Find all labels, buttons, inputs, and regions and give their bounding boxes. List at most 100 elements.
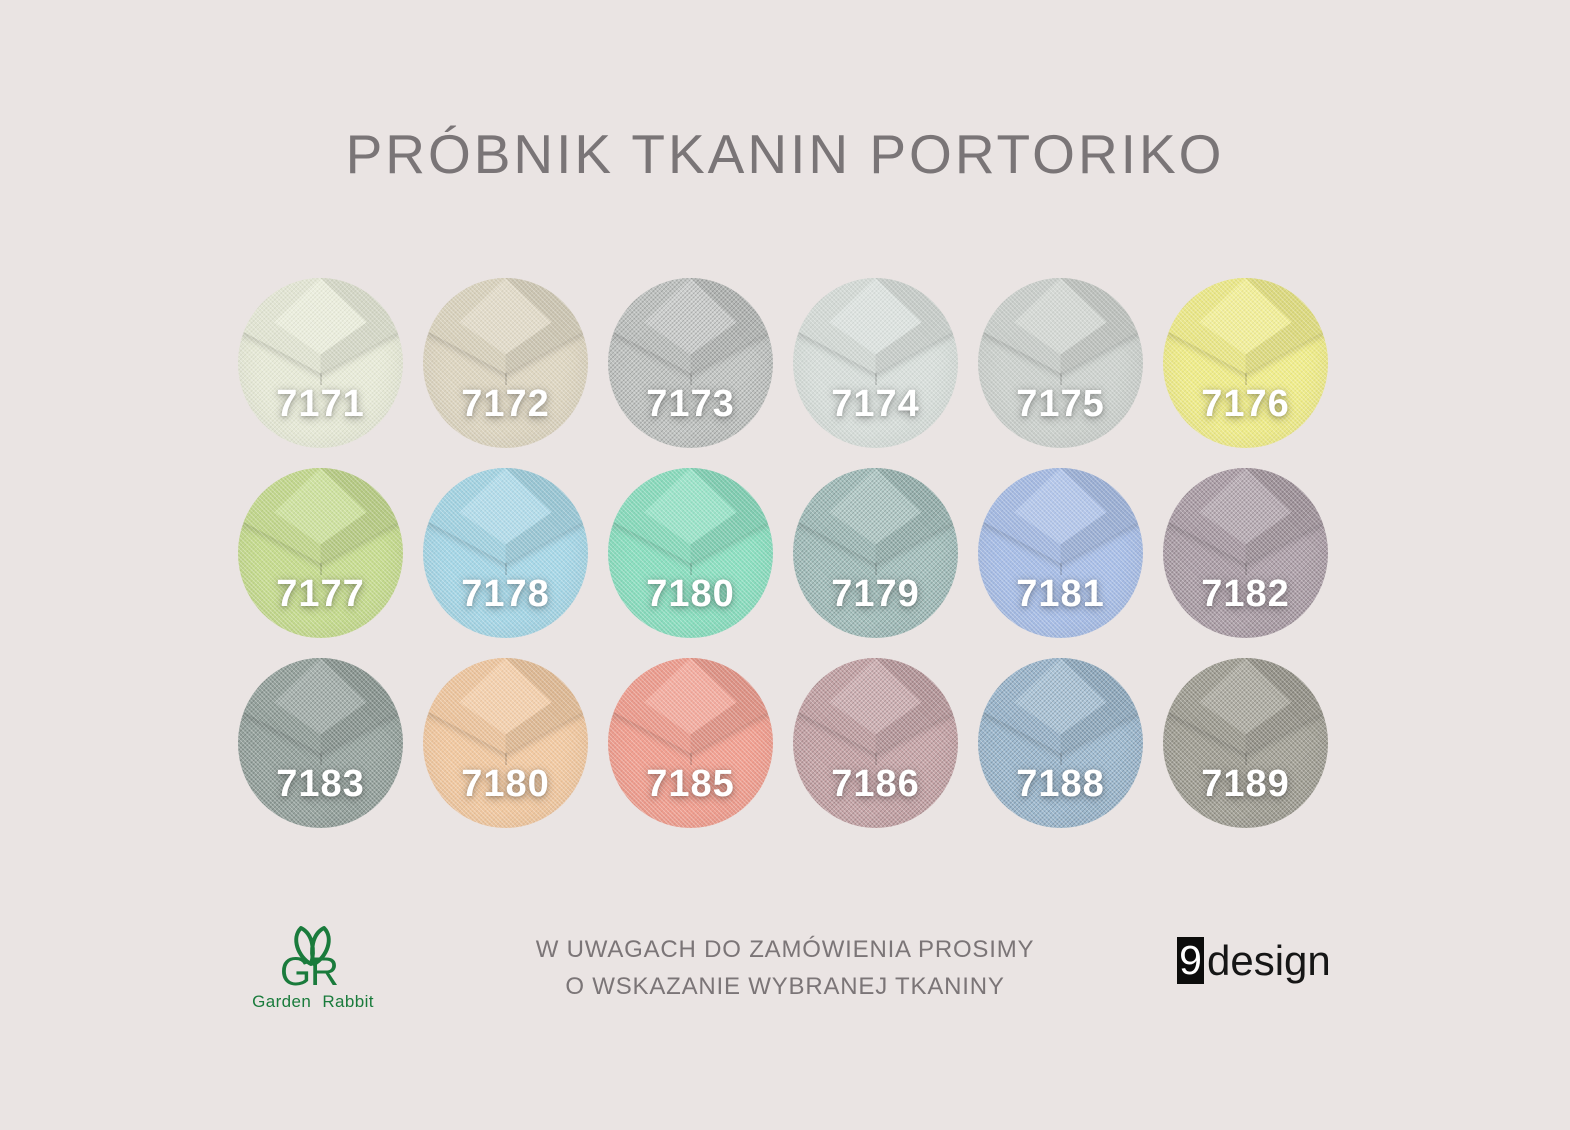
mattress-corner-graphic bbox=[608, 658, 773, 828]
fabric-photo bbox=[978, 658, 1143, 828]
fabric-weave-texture bbox=[793, 468, 958, 638]
fabric-code-label: 7177 bbox=[276, 573, 365, 615]
fabric-weave-texture bbox=[238, 278, 403, 448]
fabric-code-label: 7174 bbox=[831, 383, 920, 425]
fabric-weave-texture bbox=[978, 468, 1143, 638]
fabric-swatch: 7181 bbox=[978, 468, 1143, 638]
monogram-letter-r: R bbox=[310, 950, 339, 988]
corner-seam-line bbox=[874, 563, 877, 576]
fabric-photo bbox=[608, 468, 773, 638]
corner-seam-line bbox=[319, 563, 322, 576]
fabric-weave-texture bbox=[608, 658, 773, 828]
fabric-photo bbox=[423, 468, 588, 638]
fabric-swatch: 7173 bbox=[608, 278, 773, 448]
fabric-swatch: 7177 bbox=[238, 468, 403, 638]
mattress-corner-graphic bbox=[978, 658, 1143, 828]
mattress-corner-graphic bbox=[793, 658, 958, 828]
fabric-photo bbox=[608, 278, 773, 448]
fabric-code-label: 7182 bbox=[1201, 573, 1290, 615]
ninedesign-logo: 9 design bbox=[1177, 937, 1331, 984]
fabric-photo bbox=[793, 658, 958, 828]
fabric-photo bbox=[423, 658, 588, 828]
order-note: W UWAGACH DO ZAMÓWIENIA PROSIMY O WSKAZA… bbox=[0, 931, 1570, 1005]
mattress-corner-graphic bbox=[238, 278, 403, 448]
corner-seam-line bbox=[689, 563, 692, 576]
mattress-corner-graphic bbox=[1163, 468, 1328, 638]
page-title: PRÓBNIK TKANIN PORTORIKO bbox=[345, 123, 1225, 185]
fabric-photo bbox=[793, 278, 958, 448]
corner-seam-line bbox=[1244, 373, 1247, 386]
fabric-weave-texture bbox=[608, 468, 773, 638]
corner-seam-line bbox=[874, 373, 877, 386]
fabric-weave-texture bbox=[238, 658, 403, 828]
swatch-grid: 7171 7172 7173 bbox=[238, 278, 1328, 828]
corner-seam-line bbox=[319, 753, 322, 766]
corner-seam-line bbox=[689, 753, 692, 766]
fabric-photo bbox=[978, 278, 1143, 448]
fabric-weave-texture bbox=[793, 278, 958, 448]
fabric-photo bbox=[1163, 278, 1328, 448]
fabric-swatch: 7183 bbox=[238, 658, 403, 828]
fabric-weave-texture bbox=[1163, 468, 1328, 638]
fabric-photo bbox=[238, 468, 403, 638]
corner-seam-line bbox=[1244, 563, 1247, 576]
corner-seam-line bbox=[319, 373, 322, 386]
fabric-weave-texture bbox=[793, 658, 958, 828]
fabric-photo bbox=[793, 468, 958, 638]
corner-seam-line bbox=[689, 373, 692, 386]
fabric-photo bbox=[238, 658, 403, 828]
mattress-corner-graphic bbox=[608, 278, 773, 448]
fabric-swatch: 7188 bbox=[978, 658, 1143, 828]
fabric-code-label: 7189 bbox=[1201, 763, 1290, 805]
corner-seam-line bbox=[1059, 753, 1062, 766]
fabric-code-label: 7180 bbox=[646, 573, 735, 615]
corner-seam-line bbox=[504, 563, 507, 576]
corner-seam-line bbox=[874, 753, 877, 766]
fabric-swatch: 7171 bbox=[238, 278, 403, 448]
mattress-corner-graphic bbox=[1163, 278, 1328, 448]
fabric-code-label: 7181 bbox=[1016, 573, 1105, 615]
fabric-weave-texture bbox=[238, 468, 403, 638]
fabric-swatch: 7176 bbox=[1163, 278, 1328, 448]
fabric-code-label: 7173 bbox=[646, 383, 735, 425]
fabric-weave-texture bbox=[978, 658, 1143, 828]
fabric-photo bbox=[423, 278, 588, 448]
mattress-corner-graphic bbox=[1163, 658, 1328, 828]
fabric-code-label: 7180 bbox=[461, 763, 550, 805]
garden-rabbit-name: Garden Rabbit bbox=[252, 992, 374, 1011]
fabric-code-label: 7188 bbox=[1016, 763, 1105, 805]
fabric-swatch: 7179 bbox=[793, 468, 958, 638]
ninedesign-9-box: 9 bbox=[1177, 937, 1204, 984]
fabric-swatch: 7172 bbox=[423, 278, 588, 448]
fabric-code-label: 7179 bbox=[831, 573, 920, 615]
mattress-corner-graphic bbox=[978, 468, 1143, 638]
mattress-corner-graphic bbox=[793, 468, 958, 638]
fabric-weave-texture bbox=[423, 658, 588, 828]
fabric-photo bbox=[1163, 468, 1328, 638]
fabric-swatch: 7180 bbox=[423, 658, 588, 828]
fabric-weave-texture bbox=[1163, 658, 1328, 828]
fabric-code-label: 7185 bbox=[646, 763, 735, 805]
mattress-corner-graphic bbox=[238, 468, 403, 638]
fabric-swatch: 7189 bbox=[1163, 658, 1328, 828]
mattress-corner-graphic bbox=[978, 278, 1143, 448]
mattress-corner-graphic bbox=[423, 658, 588, 828]
corner-seam-line bbox=[504, 753, 507, 766]
fabric-photo bbox=[608, 658, 773, 828]
rabbit-ear-right-icon bbox=[310, 926, 331, 966]
mattress-corner-graphic bbox=[793, 278, 958, 448]
mattress-corner-graphic bbox=[423, 468, 588, 638]
fabric-code-label: 7176 bbox=[1201, 383, 1290, 425]
fabric-photo bbox=[978, 468, 1143, 638]
corner-seam-line bbox=[1059, 373, 1062, 386]
fabric-code-label: 7171 bbox=[276, 383, 365, 425]
monogram-letter-g: G bbox=[280, 950, 311, 988]
garden-rabbit-logo: G R Garden Rabbit bbox=[243, 924, 383, 1012]
fabric-swatch: 7186 bbox=[793, 658, 958, 828]
mattress-corner-graphic bbox=[423, 278, 588, 448]
garden-rabbit-monogram-icon: G R bbox=[280, 926, 339, 988]
order-note-line2: O WSKAZANIE WYBRANEJ TKANINY bbox=[565, 973, 1005, 1000]
fabric-code-label: 7175 bbox=[1016, 383, 1105, 425]
fabric-photo bbox=[238, 278, 403, 448]
fabric-swatch: 7175 bbox=[978, 278, 1143, 448]
